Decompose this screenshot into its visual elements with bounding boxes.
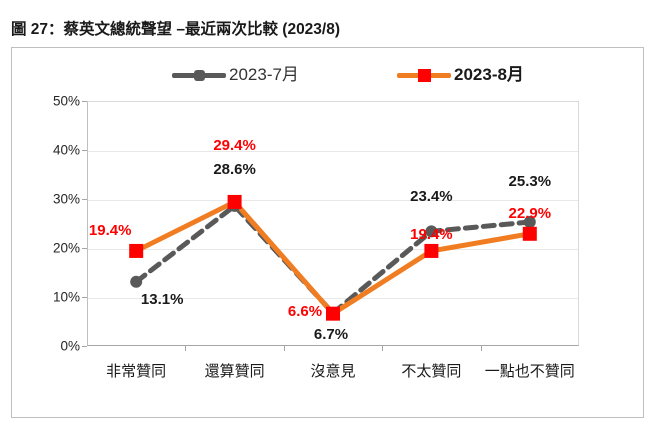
y-axis-tick-label: 20% bbox=[52, 240, 80, 256]
x-axis-tick-mark bbox=[283, 346, 285, 351]
y-axis-tick-label: 40% bbox=[52, 142, 80, 158]
y-axis-tick-label: 30% bbox=[52, 191, 80, 207]
data-label-2-4: 22.9% bbox=[508, 204, 552, 222]
y-axis-tick-label: 0% bbox=[60, 338, 80, 354]
data-label-2-2: 6.6% bbox=[287, 302, 323, 320]
y-axis-tick-mark bbox=[82, 297, 87, 298]
data-label-1-3: 23.4% bbox=[410, 188, 453, 206]
legend-swatch-2023-8 bbox=[397, 65, 451, 85]
x-axis-tick-mark bbox=[382, 346, 384, 351]
data-label-2-3: 19.4% bbox=[410, 225, 453, 243]
y-axis-tick-mark bbox=[82, 150, 87, 151]
chart-frame: 2023-7月 2023-8月 0% 10% 20% 30% 40% 50% 非常贊同 還算… bbox=[11, 47, 644, 418]
gridline bbox=[88, 151, 578, 152]
y-axis-tick-mark bbox=[82, 199, 87, 200]
y-axis-tick-mark bbox=[82, 101, 87, 102]
data-label-1-0: 13.1% bbox=[140, 290, 184, 308]
plot-area bbox=[87, 101, 579, 346]
data-label-2-1: 29.4% bbox=[213, 136, 256, 154]
x-axis-tick-label: 一點也不贊同 bbox=[484, 363, 575, 380]
square-marker-icon bbox=[418, 69, 431, 82]
y-axis-tick-label: 10% bbox=[52, 289, 80, 305]
diamond-marker-icon bbox=[194, 70, 205, 81]
x-axis-tick-label: 沒意見 bbox=[310, 363, 356, 380]
data-label-1-1: 28.6% bbox=[213, 160, 256, 178]
gridline bbox=[88, 200, 578, 201]
legend-label-2023-7: 2023-7月 bbox=[229, 65, 299, 84]
y-axis-tick-mark bbox=[82, 248, 87, 249]
data-label-1-2: 6.7% bbox=[313, 326, 349, 344]
x-axis-tick-label: 還算贊同 bbox=[204, 363, 265, 380]
legend-item-2023-7[interactable]: 2023-7月 bbox=[172, 62, 299, 88]
y-axis: 0% 10% 20% 30% 40% 50% bbox=[12, 48, 645, 419]
chart-legend: 2023-7月 2023-8月 bbox=[12, 62, 645, 92]
gridline bbox=[88, 249, 578, 250]
page-title: 圖 27：蔡英文總統聲望 –最近兩次比較 (2023/8) bbox=[11, 21, 341, 38]
x-axis-tick-label: 不太贊同 bbox=[401, 363, 462, 380]
x-axis-tick-label: 非常贊同 bbox=[106, 363, 167, 380]
x-axis-tick-mark bbox=[480, 346, 482, 351]
legend-label-2023-8: 2023-8月 bbox=[454, 65, 524, 84]
data-label-1-4: 25.3% bbox=[508, 173, 552, 191]
y-axis-tick-mark bbox=[82, 346, 87, 347]
x-axis-tick-mark bbox=[185, 346, 187, 351]
data-label-2-0: 19.4% bbox=[88, 221, 132, 239]
legend-swatch-2023-7 bbox=[172, 65, 226, 85]
legend-item-2023-8[interactable]: 2023-8月 bbox=[397, 62, 524, 88]
y-axis-tick-label: 50% bbox=[52, 93, 80, 109]
